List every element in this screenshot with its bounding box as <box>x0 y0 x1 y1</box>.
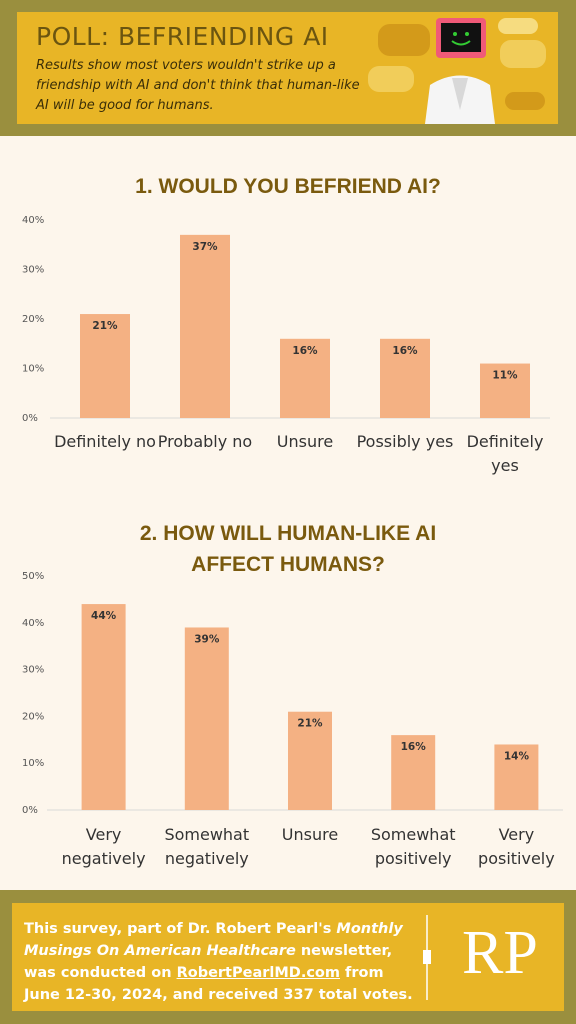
illustration <box>368 18 546 124</box>
y-tick-label: 20% <box>22 711 44 722</box>
value-label: 21% <box>297 718 323 730</box>
bar <box>494 744 539 810</box>
x-tick-label: Probably no <box>157 432 253 451</box>
value-label: 16% <box>401 741 427 753</box>
x-tick-label: Possibly yes <box>356 432 454 451</box>
footer-text: This survey, part of Dr. Robert Pearl's … <box>24 918 416 1006</box>
bar <box>280 338 330 418</box>
header-title: POLL: BEFRIENDING AI <box>36 22 329 51</box>
y-tick-label: 20% <box>22 314 44 325</box>
chart-title: 2. HOW WILL HUMAN-LIKE AI AFFECT HUMANS? <box>139 522 437 576</box>
footer-text: newsletter, was conducted on <box>24 943 393 981</box>
value-label: 21% <box>92 320 118 332</box>
value-label: 39% <box>194 633 220 645</box>
value-label: 14% <box>504 750 530 762</box>
y-tick-label: 40% <box>22 618 44 629</box>
newsletter-name: Monthly Musings On American Healthcare <box>24 921 403 959</box>
x-tick-label: Unsure <box>276 432 334 451</box>
y-tick-label: 50% <box>22 571 44 582</box>
x-tick-label: Unsure <box>281 825 339 844</box>
y-tick-label: 0% <box>22 805 38 816</box>
x-tick-label: Definitely yes <box>466 432 544 475</box>
footer-text: This survey, part of Dr. Robert Pearl's <box>24 921 337 937</box>
divider-knob <box>423 950 431 964</box>
bar <box>81 604 126 810</box>
y-tick-label: 30% <box>22 265 44 276</box>
value-label: 44% <box>91 610 117 622</box>
y-tick-label: 10% <box>22 758 44 769</box>
chart-title: 1. WOULD YOU BEFRIEND AI? <box>135 175 441 198</box>
x-tick-label: Very positively <box>478 825 555 868</box>
x-tick-label: Very negatively <box>61 825 146 868</box>
value-label: 11% <box>492 370 518 382</box>
bar <box>480 363 530 418</box>
x-tick-label: Somewhat negatively <box>164 825 250 868</box>
bar <box>184 627 229 810</box>
logo: RP <box>462 919 538 987</box>
header-subtitle: Results show most voters wouldn't strike… <box>36 58 360 113</box>
value-label: 37% <box>192 241 218 253</box>
x-tick-label: Definitely no <box>54 432 156 451</box>
value-label: 16% <box>292 345 318 357</box>
y-tick-label: 30% <box>22 665 44 676</box>
y-tick-label: 40% <box>22 215 44 226</box>
bar <box>80 314 130 418</box>
bar <box>180 234 230 418</box>
value-label: 16% <box>392 345 418 357</box>
x-tick-label: Somewhat positively <box>370 825 456 868</box>
y-tick-label: 0% <box>22 413 38 424</box>
bar <box>391 735 436 810</box>
y-tick-label: 10% <box>22 364 44 375</box>
footer-text: from June 12-30, 2024, and received 337 … <box>24 965 413 1003</box>
footer-box <box>12 903 564 1011</box>
website-link[interactable]: RobertPearlMD.com <box>176 965 340 981</box>
bar <box>380 338 430 418</box>
bar <box>288 711 332 810</box>
